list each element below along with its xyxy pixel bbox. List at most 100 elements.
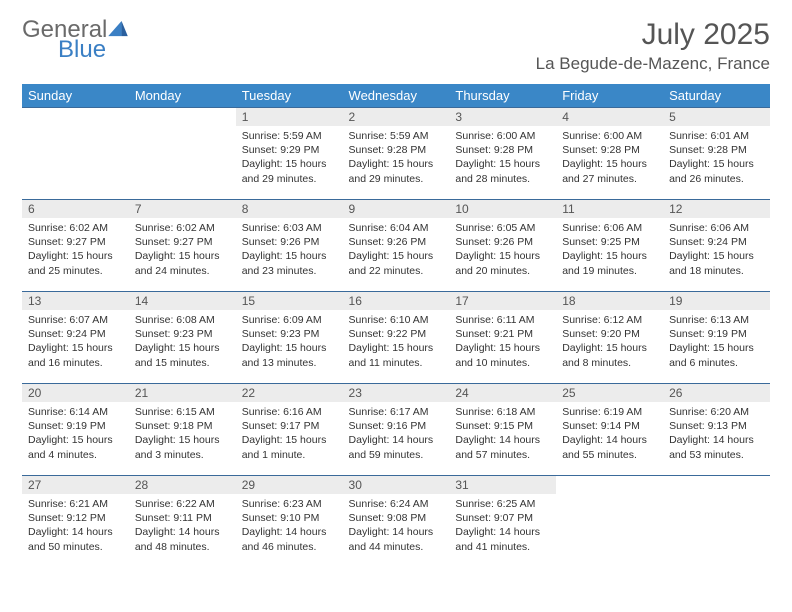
sunset-line: Sunset: 9:21 PM [455, 328, 533, 340]
sunrise-line: Sunrise: 6:05 AM [455, 222, 535, 234]
calendar-day-cell: 11Sunrise: 6:06 AMSunset: 9:25 PMDayligh… [556, 200, 663, 292]
sunset-line: Sunset: 9:26 PM [455, 236, 533, 248]
day-number: 10 [449, 200, 556, 218]
day-details: Sunrise: 6:23 AMSunset: 9:10 PMDaylight:… [236, 494, 343, 560]
day-number: 6 [22, 200, 129, 218]
day-number: 5 [663, 108, 770, 126]
daylight-line: Daylight: 15 hours and 13 minutes. [242, 342, 327, 368]
calendar-empty-cell [22, 108, 129, 200]
sunset-line: Sunset: 9:25 PM [562, 236, 640, 248]
daylight-line: Daylight: 15 hours and 26 minutes. [669, 158, 754, 184]
header: GeneralBlue July 2025 La Begude-de-Mazen… [22, 18, 770, 74]
day-details: Sunrise: 6:15 AMSunset: 9:18 PMDaylight:… [129, 402, 236, 468]
day-details: Sunrise: 6:06 AMSunset: 9:24 PMDaylight:… [663, 218, 770, 284]
sunset-line: Sunset: 9:28 PM [455, 144, 533, 156]
sunset-line: Sunset: 9:08 PM [349, 512, 427, 524]
calendar-body: 1Sunrise: 5:59 AMSunset: 9:29 PMDaylight… [22, 108, 770, 568]
sunset-line: Sunset: 9:28 PM [562, 144, 640, 156]
daylight-line: Daylight: 15 hours and 15 minutes. [135, 342, 220, 368]
weekday-header: Sunday [22, 84, 129, 108]
day-details: Sunrise: 6:08 AMSunset: 9:23 PMDaylight:… [129, 310, 236, 376]
calendar-day-cell: 24Sunrise: 6:18 AMSunset: 9:15 PMDayligh… [449, 384, 556, 476]
day-number: 17 [449, 292, 556, 310]
calendar-day-cell: 31Sunrise: 6:25 AMSunset: 9:07 PMDayligh… [449, 476, 556, 568]
calendar-day-cell: 15Sunrise: 6:09 AMSunset: 9:23 PMDayligh… [236, 292, 343, 384]
daylight-line: Daylight: 15 hours and 10 minutes. [455, 342, 540, 368]
sunrise-line: Sunrise: 6:08 AM [135, 314, 215, 326]
daylight-line: Daylight: 15 hours and 29 minutes. [349, 158, 434, 184]
sunrise-line: Sunrise: 6:19 AM [562, 406, 642, 418]
calendar-day-cell: 23Sunrise: 6:17 AMSunset: 9:16 PMDayligh… [343, 384, 450, 476]
day-details: Sunrise: 5:59 AM Sunset: 9:28 PM Daylight:… [343, 126, 450, 192]
sunrise-line: Sunrise: 6:20 AM [669, 406, 749, 418]
sunrise-line: Sunrise: 6:18 AM [455, 406, 535, 418]
sunrise-line: Sunrise: 6:24 AM [349, 498, 429, 510]
sunset-line: Sunset: 9:14 PM [562, 420, 640, 432]
daylight-line: Daylight: 15 hours and 1 minute. [242, 434, 327, 460]
weekday-header: Friday [556, 84, 663, 108]
calendar-week-row: 6Sunrise: 6:02 AMSunset: 9:27 PMDaylight… [22, 200, 770, 292]
day-number: 27 [22, 476, 129, 494]
day-number: 2 [343, 108, 450, 126]
sunset-line: Sunset: 9:28 PM [349, 144, 427, 156]
calendar-week-row: 1Sunrise: 5:59 AMSunset: 9:29 PMDaylight… [22, 108, 770, 200]
sunset-line: Sunset: 9:16 PM [349, 420, 427, 432]
sunrise-line: Sunrise: 6:00 AM [562, 130, 642, 142]
day-details: Sunrise: 6:02 AMSunset: 9:27 PMDaylight:… [22, 218, 129, 284]
day-details: Sunrise: 6:09 AMSunset: 9:23 PMDaylight:… [236, 310, 343, 376]
day-number: 28 [129, 476, 236, 494]
calendar-table: SundayMondayTuesdayWednesdayThursdayFrid… [22, 84, 770, 568]
sunrise-line: Sunrise: 6:07 AM [28, 314, 108, 326]
day-details: Sunrise: 6:05 AM Sunset: 9:26 PM Daylight:… [449, 218, 556, 284]
sunset-line: Sunset: 9:19 PM [28, 420, 106, 432]
daylight-line: Daylight: 15 hours and 3 minutes. [135, 434, 220, 460]
weekday-header: Monday [129, 84, 236, 108]
sunset-line: Sunset: 9:28 PM [669, 144, 747, 156]
daylight-line: Daylight: 15 hours and 19 minutes. [562, 250, 647, 276]
calendar-week-row: 13 Sunrise: 6:07 AM Sunset: 9:24 PM Dayligh… [22, 292, 770, 384]
day-details: Sunrise: 6:19 AM Sunset: 9:14 PM Daylight:… [556, 402, 663, 468]
calendar-day-cell: 21Sunrise: 6:15 AMSunset: 9:18 PMDayligh… [129, 384, 236, 476]
calendar-day-cell: 19Sunrise: 6:13 AMSunset: 9:19 PMDayligh… [663, 292, 770, 384]
sunrise-line: Sunrise: 6:25 AM [455, 498, 535, 510]
day-number: 13 [22, 292, 129, 310]
day-details: Sunrise: 5:59 AMSunset: 9:29 PMDaylight:… [236, 126, 343, 192]
daylight-line: Daylight: 15 hours and 20 minutes. [455, 250, 540, 276]
day-details: Sunrise: 6:25 AMSunset: 9:07 PMDaylight:… [449, 494, 556, 560]
sunrise-line: Sunrise: 5:59 AM [349, 130, 429, 142]
day-details: Sunrise: 6:22 AMSunset: 9:11 PMDaylight:… [129, 494, 236, 560]
sunset-line: Sunset: 9:19 PM [669, 328, 747, 340]
sunset-line: Sunset: 9:13 PM [669, 420, 747, 432]
sunrise-line: Sunrise: 6:00 AM [455, 130, 535, 142]
sunrise-line: Sunrise: 6:23 AM [242, 498, 322, 510]
sunrise-line: Sunrise: 6:14 AM [28, 406, 108, 418]
day-details: Sunrise: 6:01 AMSunset: 9:28 PMDaylight:… [663, 126, 770, 192]
daylight-line: Daylight: 14 hours and 55 minutes. [562, 434, 647, 460]
calendar-day-cell: 27Sunrise: 6:21 AMSunset: 9:12 PMDayligh… [22, 476, 129, 568]
sunset-line: Sunset: 9:15 PM [455, 420, 533, 432]
calendar-day-cell: 30Sunrise: 6:24 AMSunset: 9:08 PMDayligh… [343, 476, 450, 568]
calendar-day-cell: 2 Sunrise: 5:59 AM Sunset: 9:28 PM Daylight… [343, 108, 450, 200]
sunset-line: Sunset: 9:29 PM [242, 144, 320, 156]
sunset-line: Sunset: 9:27 PM [28, 236, 106, 248]
weekday-header: Thursday [449, 84, 556, 108]
calendar-day-cell: 17 Sunrise: 6:11 AM Sunset: 9:21 PM Dayligh… [449, 292, 556, 384]
day-number: 31 [449, 476, 556, 494]
calendar-empty-cell [556, 476, 663, 568]
sunset-line: Sunset: 9:24 PM [28, 328, 106, 340]
day-details: Sunrise: 6:16 AMSunset: 9:17 PMDaylight:… [236, 402, 343, 468]
sunrise-line: Sunrise: 6:11 AM [455, 314, 534, 326]
daylight-line: Daylight: 14 hours and 41 minutes. [455, 526, 540, 552]
day-details: Sunrise: 6:04 AMSunset: 9:26 PMDaylight:… [343, 218, 450, 284]
day-number: 3 [449, 108, 556, 126]
day-number: 24 [449, 384, 556, 402]
day-number: 19 [663, 292, 770, 310]
day-details: Sunrise: 6:06 AMSunset: 9:25 PMDaylight:… [556, 218, 663, 284]
calendar-day-cell: 28Sunrise: 6:22 AMSunset: 9:11 PMDayligh… [129, 476, 236, 568]
daylight-line: Daylight: 15 hours and 25 minutes. [28, 250, 113, 276]
sunset-line: Sunset: 9:18 PM [135, 420, 213, 432]
day-details: Sunrise: 6:14 AMSunset: 9:19 PMDaylight:… [22, 402, 129, 468]
calendar-day-cell: 25Sunrise: 6:19 AMSunset: 9:14 PMDayligh… [556, 384, 663, 476]
logo-text-blue: Blue [58, 38, 128, 62]
title-block: July 2025 La Begude-de-Mazenc, France [536, 18, 770, 74]
